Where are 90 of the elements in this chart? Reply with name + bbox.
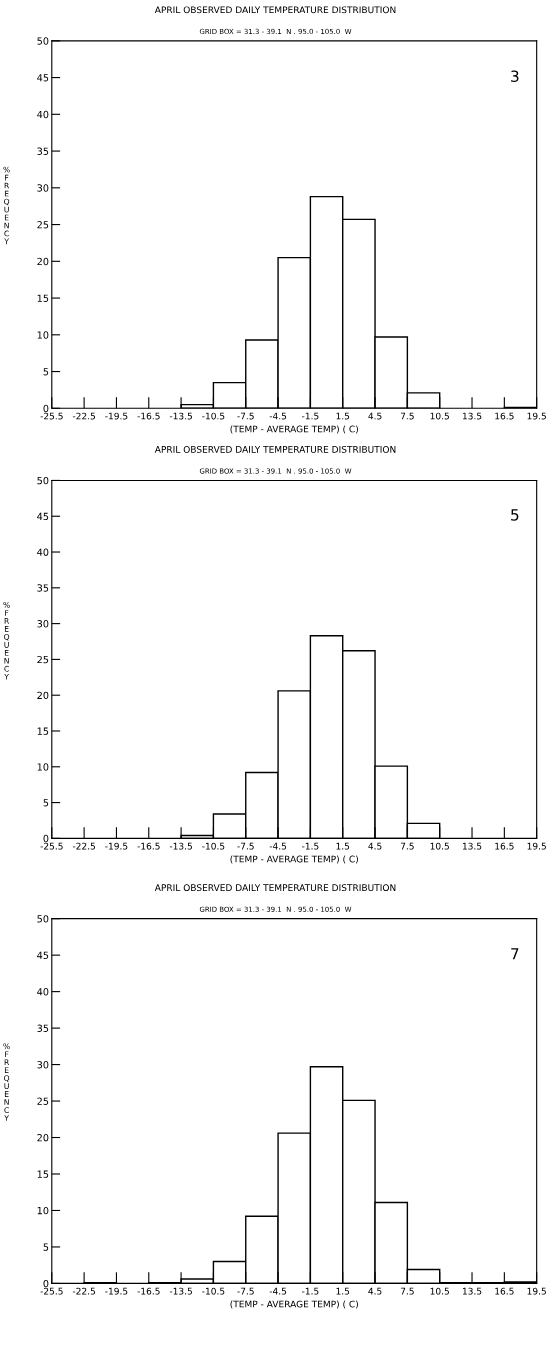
chart-title: APRIL OBSERVED DAILY TEMPERATURE DISTRIBUTION	[154, 884, 396, 892]
annotation: 5	[511, 509, 519, 521]
y-tick-label: 30	[37, 184, 49, 192]
x-tick-label: -16.5	[137, 412, 160, 420]
x-axis-title: (TEMP - AVERAGE TEMP) ( C)	[230, 425, 358, 434]
y-tick-label: 10	[37, 1206, 49, 1215]
x-tick-label: -4.5	[269, 1287, 287, 1295]
chart-title: APRIL OBSERVED DAILY TEMPERATURE DISTRIBUTION	[154, 6, 396, 14]
x-tick-label: -1.5	[302, 412, 319, 420]
x-tick-label: -7.5	[237, 412, 254, 420]
x-tick-label: 7.5	[400, 412, 414, 420]
y-tick-label: 0	[43, 404, 49, 413]
x-tick-label: 4.5	[368, 1287, 382, 1295]
x-tick-label: 16.5	[495, 842, 514, 850]
y-tick-label: 5	[43, 368, 49, 376]
x-tick-label: 13.5	[462, 842, 482, 850]
y-tick-label: 45	[37, 512, 49, 521]
y-tick-label: 40	[37, 110, 49, 119]
y-tick-label: 15	[37, 294, 49, 302]
x-tick-label: -19.5	[105, 1287, 128, 1295]
y-tick-label: 45	[37, 951, 49, 959]
chart-title: APRIL OBSERVED DAILY TEMPERATURE DISTRIBUTION	[154, 446, 396, 453]
x-tick-label: -4.5	[269, 412, 287, 420]
x-tick-label: -13.5	[169, 842, 192, 850]
y-tick-label: 40	[37, 548, 49, 556]
x-tick-label: 10.5	[430, 1287, 449, 1295]
x-tick-label: -25.5	[40, 842, 63, 850]
x-tick-label: 1.5	[336, 842, 350, 850]
y-tick-label: 10	[37, 331, 49, 339]
x-tick-label: 1.5	[336, 412, 350, 420]
y-tick-label: 5	[43, 799, 49, 807]
y-tick-label: 45	[37, 74, 49, 82]
y-tick-label: 25	[37, 655, 49, 664]
x-tick-label: -25.5	[40, 1287, 63, 1295]
y-tick-label: 20	[37, 691, 49, 700]
x-tick-label: 10.5	[430, 412, 449, 420]
y-tick-label: 25	[37, 1097, 49, 1105]
x-tick-label: -19.5	[105, 412, 128, 420]
y-tick-label: 20	[37, 1134, 49, 1142]
x-tick-label: 10.5	[430, 842, 449, 850]
annotation: 3	[511, 70, 519, 83]
x-tick-label: 13.5	[462, 1287, 482, 1295]
x-tick-label: -4.5	[269, 842, 287, 850]
y-tick-label: 15	[37, 727, 49, 735]
x-tick-label: 16.5	[495, 1287, 514, 1295]
x-tick-label: 4.5	[368, 412, 382, 420]
y-tick-label: 30	[37, 620, 49, 628]
x-tick-label: 19.5	[527, 842, 546, 850]
x-tick-label: -10.5	[202, 842, 225, 850]
x-axis-title: (TEMP - AVERAGE TEMP) ( C)	[230, 855, 358, 864]
x-tick-label: -1.5	[302, 842, 319, 850]
y-tick-label: 50	[37, 915, 49, 923]
x-tick-label: -22.5	[72, 1287, 96, 1295]
x-tick-label: 4.5	[368, 842, 382, 850]
annotation: 7	[511, 948, 519, 960]
x-tick-label: 1.5	[336, 1287, 350, 1295]
y-tick-label: 15	[37, 1170, 49, 1178]
y-tick-label: 0	[43, 834, 49, 843]
x-tick-label: -25.5	[40, 412, 63, 420]
x-tick-label: 19.5	[527, 1287, 546, 1295]
x-tick-label: -22.5	[72, 412, 96, 420]
x-tick-label: -13.5	[169, 1287, 192, 1295]
y-tick-label: 30	[37, 1061, 49, 1069]
x-tick-label: -7.5	[237, 842, 254, 850]
y-tick-label: 5	[43, 1243, 49, 1251]
x-tick-label: -16.5	[137, 842, 160, 850]
x-tick-label: 16.5	[495, 412, 514, 420]
x-tick-label: 7.5	[400, 1287, 414, 1295]
y-tick-label: 35	[37, 1024, 49, 1032]
y-tick-label: 20	[37, 257, 49, 266]
x-tick-label: -19.5	[105, 842, 128, 850]
y-tick-label: 10	[37, 763, 49, 771]
y-tick-label: 50	[37, 37, 49, 45]
x-tick-label: -10.5	[202, 412, 225, 420]
y-tick-label: 35	[37, 584, 49, 592]
x-tick-label: -22.5	[72, 842, 96, 850]
y-tick-label: 40	[37, 988, 49, 996]
y-tick-label: 0	[43, 1279, 49, 1288]
y-tick-label: 35	[37, 147, 49, 155]
y-tick-label: 25	[37, 221, 49, 229]
x-tick-label: -13.5	[169, 412, 192, 420]
x-tick-label: 19.5	[527, 412, 546, 420]
x-tick-label: 13.5	[462, 412, 482, 420]
y-tick-label: 50	[37, 476, 49, 485]
x-tick-label: -7.5	[237, 1287, 254, 1295]
x-tick-label: 7.5	[400, 842, 414, 850]
x-tick-label: -1.5	[302, 1287, 319, 1295]
x-tick-label: -16.5	[137, 1287, 160, 1295]
x-axis-title: (TEMP - AVERAGE TEMP) ( C)	[230, 1300, 358, 1309]
x-tick-label: -10.5	[202, 1287, 225, 1295]
